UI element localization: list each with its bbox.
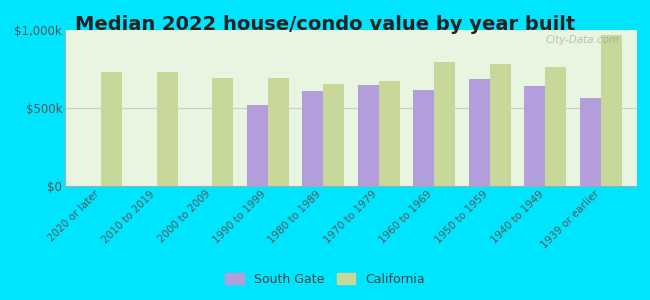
Bar [525,86,545,186]
Bar [545,68,566,186]
Bar [358,85,379,186]
Bar [323,84,345,186]
Bar [490,64,511,186]
Bar [601,35,622,186]
Bar [268,78,289,186]
Bar [379,82,400,186]
Text: Median 2022 house/condo value by year built: Median 2022 house/condo value by year bu… [75,15,575,34]
Bar [212,78,233,186]
Bar [246,105,268,186]
Bar [101,72,122,186]
Bar [580,98,601,186]
Text: City-Data.com: City-Data.com [546,35,620,45]
Bar [434,62,456,186]
Legend: South Gate, California: South Gate, California [220,268,430,291]
Bar [157,72,177,186]
Bar [413,90,434,186]
Bar [469,79,490,186]
Bar [302,91,323,186]
